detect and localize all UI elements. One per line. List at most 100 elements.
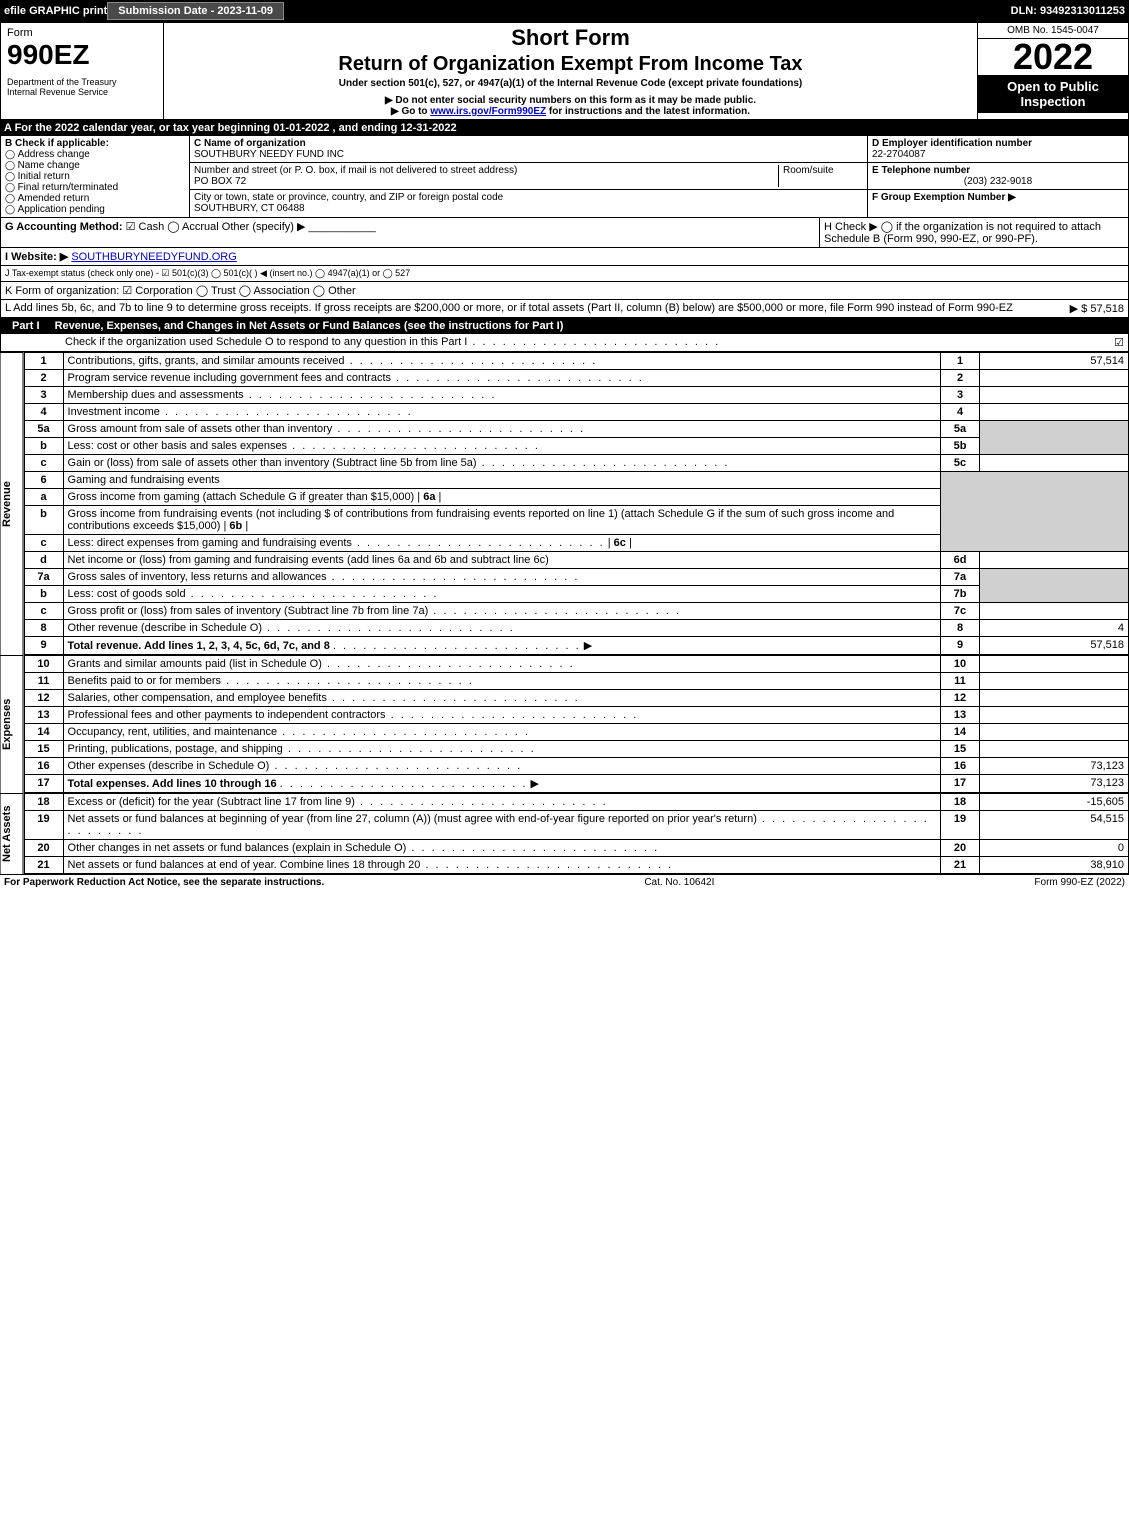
line-18-amt: -15,605 — [980, 794, 1129, 811]
chk-amended-return[interactable]: Amended return — [5, 193, 185, 204]
title-short-form: Short Form — [168, 25, 973, 51]
org-name: SOUTHBURY NEEDY FUND INC — [194, 149, 344, 160]
line-18-text: Excess or (deficit) for the year (Subtra… — [63, 794, 940, 811]
line-17-amt: 73,123 — [980, 775, 1129, 793]
part-1-check-row: Check if the organization used Schedule … — [0, 334, 1129, 352]
form-word: Form — [7, 27, 157, 39]
line-16-text: Other expenses (describe in Schedule O) — [63, 758, 940, 775]
website-link[interactable]: SOUTHBURYNEEDYFUND.ORG — [71, 251, 236, 263]
footer-left: For Paperwork Reduction Act Notice, see … — [4, 877, 324, 888]
line-19-text: Net assets or fund balances at beginning… — [63, 811, 940, 840]
line-6c-text: Less: direct expenses from gaming and fu… — [68, 537, 605, 549]
page-footer: For Paperwork Reduction Act Notice, see … — [0, 874, 1129, 890]
efile-label: efile GRAPHIC print — [4, 5, 107, 17]
room-suite-label: Room/suite — [778, 165, 863, 187]
line-6a-text: Gross income from gaming (attach Schedul… — [68, 491, 415, 503]
line-2-text: Program service revenue including govern… — [63, 370, 940, 387]
form-header: Form 990EZ Department of the Treasury In… — [0, 22, 1129, 120]
line-15-text: Printing, publications, postage, and shi… — [63, 741, 940, 758]
line-5a-text: Gross amount from sale of assets other t… — [68, 423, 586, 435]
c-street-label: Number and street (or P. O. box, if mail… — [194, 165, 517, 176]
chk-initial-return[interactable]: Initial return — [5, 171, 185, 182]
section-b-c-d: B Check if applicable: Address change Na… — [0, 136, 1129, 218]
line-17-text: Total expenses. Add lines 10 through 16 — [68, 778, 277, 790]
g-label: G Accounting Method: — [5, 221, 123, 233]
line-21-amt: 38,910 — [980, 857, 1129, 874]
b-label: B Check if applicable: — [5, 138, 185, 149]
line-8-amt: 4 — [980, 620, 1129, 637]
line-7b-text: Less: cost of goods sold — [68, 588, 439, 600]
subtitle-code: Under section 501(c), 527, or 4947(a)(1)… — [168, 78, 973, 89]
tax-year: 2022 — [978, 39, 1128, 75]
d-ein-label: D Employer identification number — [872, 138, 1032, 149]
line-20-text: Other changes in net assets or fund bala… — [63, 840, 940, 857]
line-14-text: Occupancy, rent, utilities, and maintena… — [63, 724, 940, 741]
subtitle-ssn: ▶ Do not enter social security numbers o… — [168, 95, 973, 106]
part-1-heading: Revenue, Expenses, and Changes in Net As… — [55, 320, 564, 332]
part-1-check-text: Check if the organization used Schedule … — [5, 336, 1114, 349]
f-group-label: F Group Exemption Number ▶ — [872, 192, 1016, 203]
c-city-label: City or town, state or province, country… — [194, 192, 503, 203]
line-21-text: Net assets or fund balances at end of ye… — [63, 857, 940, 874]
line-20-amt: 0 — [980, 840, 1129, 857]
part-1-header: Part I Revenue, Expenses, and Changes in… — [0, 318, 1129, 334]
line-6b-text: Gross income from fundraising events (no… — [68, 508, 895, 532]
ein-value: 22-2704087 — [872, 149, 925, 160]
line-5b-text: Less: cost or other basis and sales expe… — [68, 440, 540, 452]
org-city: SOUTHBURY, CT 06488 — [194, 203, 305, 214]
e-phone-label: E Telephone number — [872, 165, 970, 176]
line-1-amt: 57,514 — [980, 353, 1129, 370]
line-16-amt: 73,123 — [980, 758, 1129, 775]
part-1-label: Part I — [6, 318, 46, 334]
chk-final-return[interactable]: Final return/terminated — [5, 182, 185, 193]
revenue-table: 1Contributions, gifts, grants, and simil… — [24, 352, 1129, 655]
line-13-text: Professional fees and other payments to … — [63, 707, 940, 724]
i-label: I Website: ▶ — [5, 251, 68, 263]
line-6-text: Gaming and fundraising events — [63, 472, 940, 489]
k-form-org: K Form of organization: ☑ Corporation ◯ … — [1, 282, 360, 299]
irs-link[interactable]: www.irs.gov/Form990EZ — [430, 106, 546, 117]
submission-date-button[interactable]: Submission Date - 2023-11-09 — [107, 2, 284, 20]
chk-address-change[interactable]: Address change — [5, 149, 185, 160]
line-9-text: Total revenue. Add lines 1, 2, 3, 4, 5c,… — [68, 640, 330, 652]
line-3-text: Membership dues and assessments — [63, 387, 940, 404]
netassets-section-label: Net Assets — [0, 793, 24, 874]
phone-value: (203) 232-9018 — [872, 176, 1124, 187]
footer-cat: Cat. No. 10642I — [644, 877, 714, 888]
h-text: H Check ▶ ◯ if the organization is not r… — [819, 218, 1128, 247]
irs-label: Internal Revenue Service — [7, 87, 157, 97]
line-7a-text: Gross sales of inventory, less returns a… — [68, 571, 580, 583]
line-a-period: A For the 2022 calendar year, or tax yea… — [0, 120, 1129, 136]
line-9-amt: 57,518 — [980, 637, 1129, 655]
g-cash: Cash — [139, 221, 165, 233]
l-amount: ▶ $ 57,518 — [1066, 300, 1128, 317]
dln-label: DLN: 93492313011253 — [1011, 5, 1125, 17]
expenses-section-label: Expenses — [0, 655, 24, 793]
line-6d-text: Net income or (loss) from gaming and fun… — [63, 552, 940, 569]
footer-right: Form 990-EZ (2022) — [1034, 877, 1125, 888]
part-1-checked-icon: ☑ — [1114, 336, 1124, 349]
c-name-label: C Name of organization — [194, 138, 306, 149]
public-inspection: Open to Public Inspection — [978, 75, 1128, 113]
line-5c-text: Gain or (loss) from sale of assets other… — [63, 455, 940, 472]
netassets-table: 18Excess or (deficit) for the year (Subt… — [24, 793, 1129, 874]
line-4-text: Investment income — [63, 404, 940, 421]
chk-name-change[interactable]: Name change — [5, 160, 185, 171]
line-1-text: Contributions, gifts, grants, and simila… — [63, 353, 940, 370]
title-return: Return of Organization Exempt From Incom… — [168, 53, 973, 76]
line-19-amt: 54,515 — [980, 811, 1129, 840]
j-tax-status: J Tax-exempt status (check only one) - ☑… — [1, 266, 414, 281]
form-number: 990EZ — [7, 39, 157, 71]
org-street: PO BOX 72 — [194, 176, 246, 187]
top-bar: efile GRAPHIC print Submission Date - 20… — [0, 0, 1129, 22]
chk-application-pending[interactable]: Application pending — [5, 204, 185, 215]
line-11-text: Benefits paid to or for members — [63, 673, 940, 690]
line-7c-text: Gross profit or (loss) from sales of inv… — [63, 603, 940, 620]
g-other: Other (specify) ▶ — [222, 221, 306, 233]
expenses-table: 10Grants and similar amounts paid (list … — [24, 655, 1129, 793]
l-text: L Add lines 5b, 6c, and 7b to line 9 to … — [1, 300, 1066, 317]
line-8-text: Other revenue (describe in Schedule O) — [63, 620, 940, 637]
dept-label: Department of the Treasury — [7, 77, 157, 87]
g-accrual: Accrual — [182, 221, 219, 233]
line-12-text: Salaries, other compensation, and employ… — [63, 690, 940, 707]
